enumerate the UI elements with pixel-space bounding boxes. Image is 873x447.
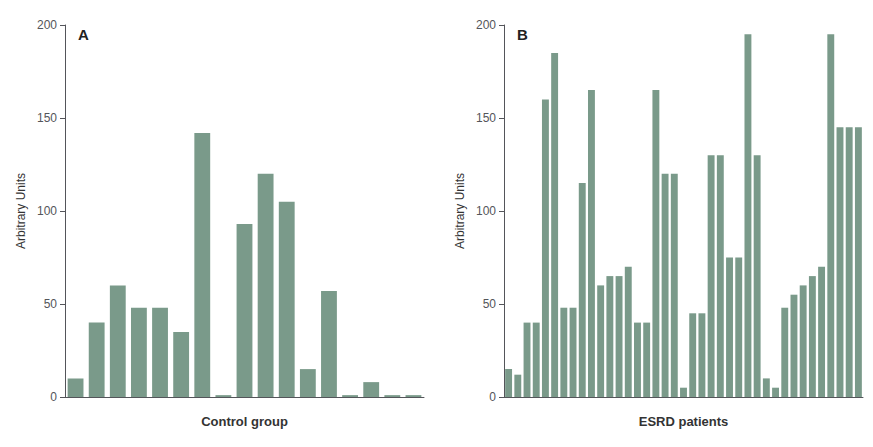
svg-text:100: 100 xyxy=(37,204,57,218)
svg-text:200: 200 xyxy=(37,18,57,32)
svg-text:100: 100 xyxy=(476,204,496,218)
svg-text:Arbitrary Units: Arbitrary Units xyxy=(453,173,467,249)
svg-text:B: B xyxy=(517,26,528,43)
svg-text:200: 200 xyxy=(476,18,496,32)
svg-text:0: 0 xyxy=(489,390,496,404)
svg-text:150: 150 xyxy=(37,111,57,125)
svg-text:A: A xyxy=(78,26,89,43)
svg-text:0: 0 xyxy=(50,390,57,404)
svg-text:Arbitrary Units: Arbitrary Units xyxy=(14,173,28,249)
svg-text:Control group: Control group xyxy=(201,414,288,429)
svg-text:ESRD patients: ESRD patients xyxy=(639,414,729,429)
svg-text:50: 50 xyxy=(44,297,58,311)
svg-text:50: 50 xyxy=(483,297,497,311)
svg-text:150: 150 xyxy=(476,111,496,125)
